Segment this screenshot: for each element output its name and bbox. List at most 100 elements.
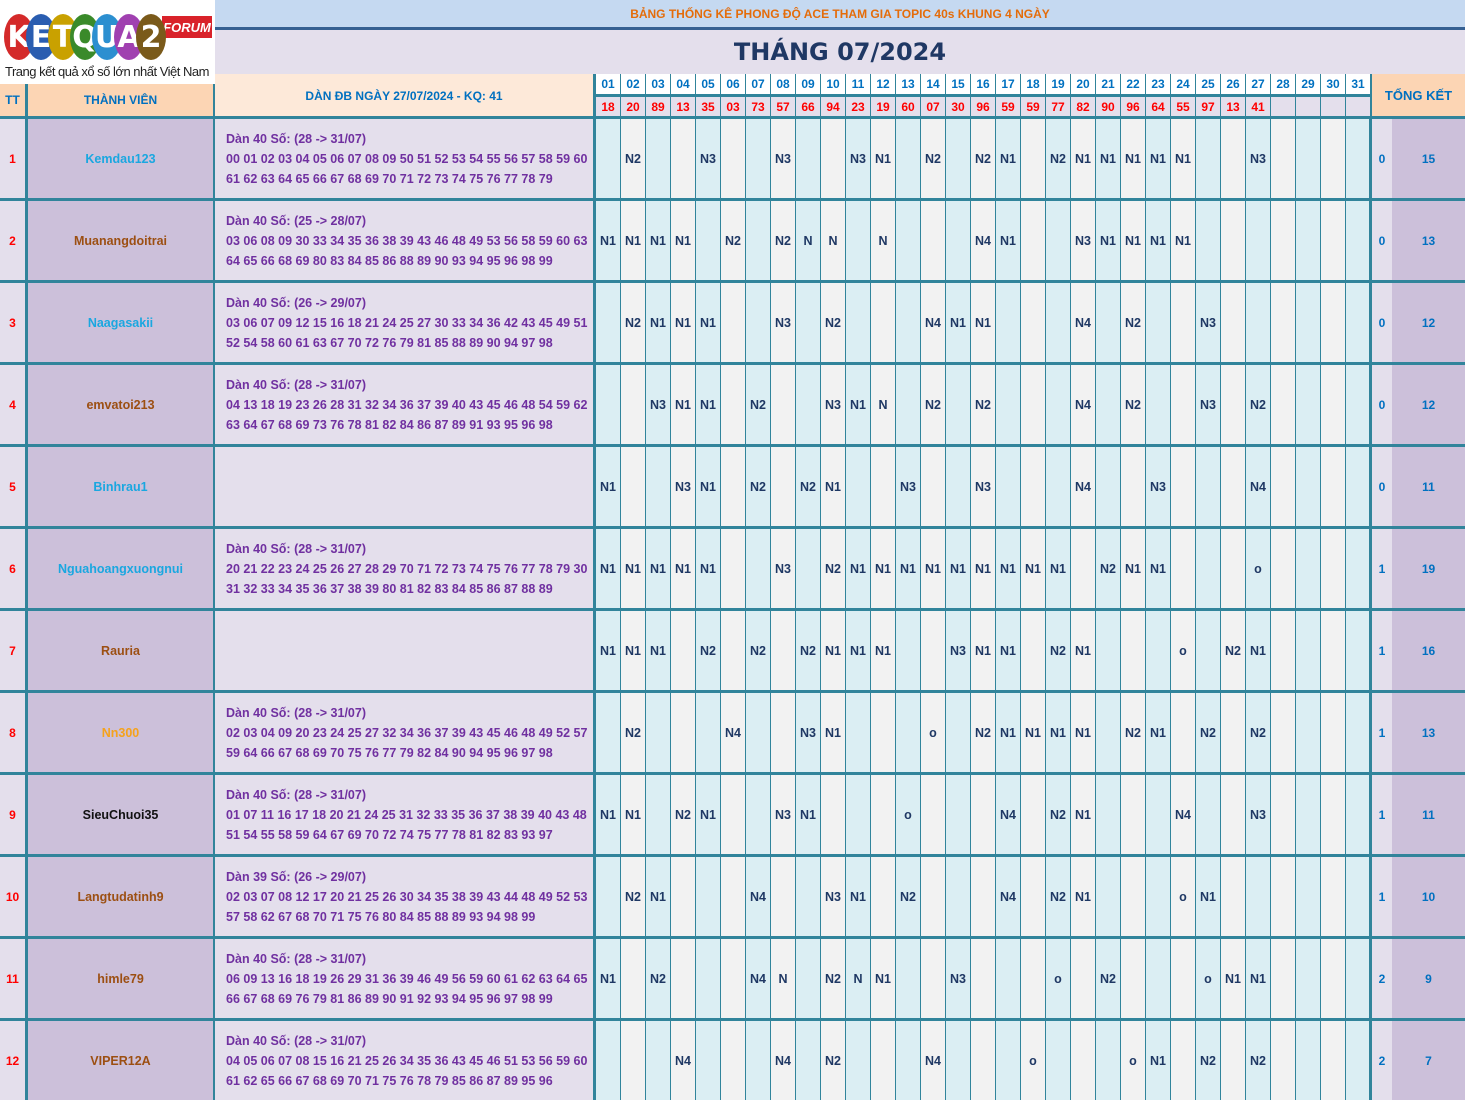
day-cell	[596, 854, 621, 936]
day-cell	[1221, 116, 1246, 198]
day-cell: N1	[646, 280, 671, 362]
day-cell	[1196, 444, 1221, 526]
day-cell	[1096, 444, 1121, 526]
day-cell	[1321, 854, 1346, 936]
day-header-21: 21	[1096, 74, 1121, 94]
day-cell	[1096, 690, 1121, 772]
day-cell	[1271, 362, 1296, 444]
result-08: 57	[771, 94, 796, 116]
day-cell	[746, 690, 771, 772]
day-cell	[1221, 690, 1246, 772]
day-cell	[846, 690, 871, 772]
result-12: 19	[871, 94, 896, 116]
day-cell: N	[871, 362, 896, 444]
zero-count: 1	[1369, 772, 1392, 854]
day-cell	[996, 936, 1021, 1018]
day-cell	[721, 854, 746, 936]
day-cell	[596, 1018, 621, 1100]
dan-numbers: Dàn 40 Số: (28 -> 31/07) 04 05 06 07 08 1…	[215, 1018, 596, 1100]
day-cell: N1	[621, 608, 646, 690]
day-header-05: 05	[696, 74, 721, 94]
day-cell	[946, 854, 971, 936]
day-cell: N1	[1121, 198, 1146, 280]
day-cell: N4	[746, 936, 771, 1018]
dan-l2: 59 64 66 67 68 69 70 75 76 77 79 82 84 9…	[226, 745, 553, 760]
day-cell	[921, 198, 946, 280]
day-header-14: 14	[921, 74, 946, 94]
day-cell	[796, 280, 821, 362]
day-cell: N2	[621, 854, 646, 936]
day-cell	[946, 198, 971, 280]
day-cell	[1296, 1018, 1321, 1100]
day-cell: N1	[996, 526, 1021, 608]
day-cell	[1171, 280, 1196, 362]
dan-l2: 52 54 58 60 61 63 67 70 72 76 79 81 85 8…	[226, 335, 553, 350]
result-29	[1296, 94, 1321, 116]
day-cell: N1	[821, 690, 846, 772]
day-cell: o	[921, 690, 946, 772]
day-cell: N2	[796, 444, 821, 526]
day-cell	[1146, 608, 1171, 690]
day-cell	[921, 854, 946, 936]
day-cell	[1321, 1018, 1346, 1100]
day-cell	[1121, 772, 1146, 854]
day-cell: N2	[746, 362, 771, 444]
row-number: 10	[0, 854, 28, 936]
day-cell: N3	[671, 444, 696, 526]
member-name: Muanangdoitrai	[28, 198, 215, 280]
day-cell: N3	[846, 116, 871, 198]
day-cell: N2	[1046, 854, 1071, 936]
day-cell: N1	[1246, 936, 1271, 1018]
result-20: 82	[1071, 94, 1096, 116]
day-cell	[996, 444, 1021, 526]
dan-l2: 61 62 63 64 65 66 67 68 69 70 71 72 73 7…	[226, 171, 553, 186]
day-cell	[1171, 936, 1196, 1018]
day-header-03: 03	[646, 74, 671, 94]
day-cell: N2	[696, 608, 721, 690]
day-cell	[921, 772, 946, 854]
day-header-31: 31	[1346, 74, 1371, 94]
dan-l1: 04 05 06 07 08 15 16 21 25 26 34 35 36 4…	[226, 1053, 588, 1068]
day-cell: N1	[1121, 526, 1146, 608]
day-cell: N1	[1146, 526, 1171, 608]
day-cell: N1	[1146, 198, 1171, 280]
day-header-18: 18	[1021, 74, 1046, 94]
day-cell	[721, 608, 746, 690]
ketqua2-forum-logo: FORUM Trang kết quả xổ số lớn nhất Việt …	[0, 0, 215, 84]
day-cell: N2	[796, 608, 821, 690]
day-cell	[896, 936, 921, 1018]
day-cell	[696, 690, 721, 772]
day-cell	[1021, 854, 1046, 936]
result-28	[1271, 94, 1296, 116]
day-cell: N1	[896, 526, 921, 608]
day-cell	[1321, 526, 1346, 608]
day-header-29: 29	[1296, 74, 1321, 94]
day-cell: N1	[821, 608, 846, 690]
day-cell	[1021, 772, 1046, 854]
day-cell: N1	[596, 526, 621, 608]
total-count: 13	[1392, 198, 1465, 280]
day-cell	[1096, 608, 1121, 690]
day-cell	[946, 116, 971, 198]
dan-l2: 61 62 65 66 67 68 69 70 71 75 76 78 79 8…	[226, 1073, 553, 1088]
dan-numbers: Dàn 40 Số: (28 -> 31/07) 02 03 04 09 20 2…	[215, 690, 596, 772]
row-number: 11	[0, 936, 28, 1018]
dan-l2: 63 64 67 68 69 73 76 78 81 82 84 86 87 8…	[226, 417, 553, 432]
day-cell	[1096, 362, 1121, 444]
zero-count: 0	[1369, 362, 1392, 444]
day-cell	[896, 690, 921, 772]
day-cell	[1221, 280, 1246, 362]
day-cell	[1221, 526, 1246, 608]
day-cell: N2	[821, 526, 846, 608]
day-cell	[721, 936, 746, 1018]
day-cell	[796, 526, 821, 608]
day-cell	[596, 116, 621, 198]
day-cell	[1221, 854, 1246, 936]
day-cell	[1346, 772, 1371, 854]
day-cell: N2	[1246, 1018, 1271, 1100]
day-cell	[721, 1018, 746, 1100]
dan-numbers: Dàn 40 Số: (28 -> 31/07) 01 07 11 16 17 1…	[215, 772, 596, 854]
dan-title: Dàn 40 Số: (26 -> 29/07)	[226, 295, 366, 310]
day-cell: N2	[671, 772, 696, 854]
header-tt: TT	[0, 84, 28, 116]
